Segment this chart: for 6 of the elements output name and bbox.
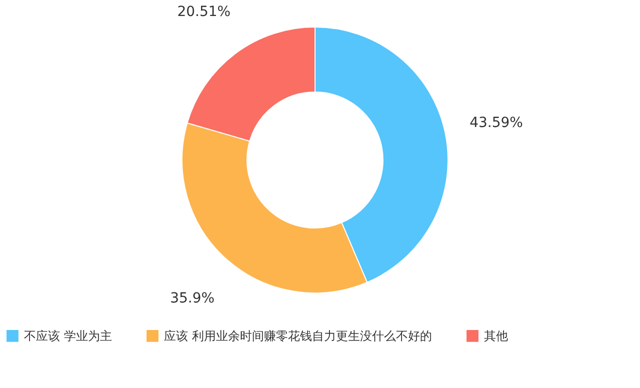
- data-label: 43.59%: [470, 114, 523, 131]
- legend-label: 不应该 学业为主: [24, 328, 112, 343]
- data-label: 20.51%: [177, 4, 231, 20]
- legend-label: 应该 利用业余时间赚零花钱自力更生没什么不好的: [164, 328, 432, 343]
- legend-label: 其他: [484, 328, 508, 343]
- data-label: 35.9%: [170, 290, 215, 306]
